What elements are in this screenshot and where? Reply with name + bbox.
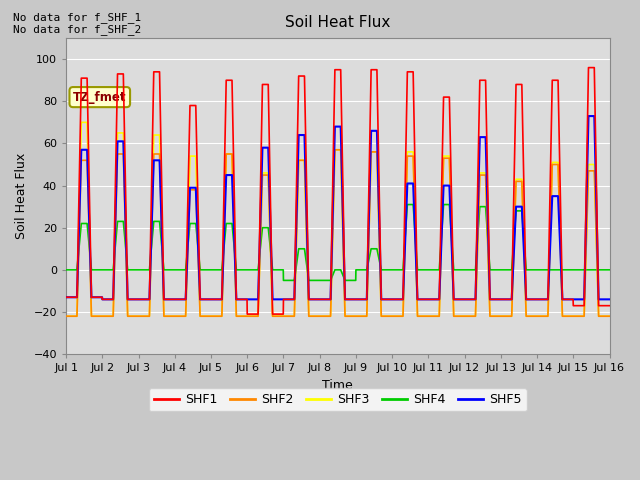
Legend: SHF1, SHF2, SHF3, SHF4, SHF5: SHF1, SHF2, SHF3, SHF4, SHF5 xyxy=(148,388,527,411)
SHF5 xyxy=(392,297,400,302)
SHF2 xyxy=(392,313,400,319)
SHF3 xyxy=(605,313,613,319)
SHF4 xyxy=(280,277,287,283)
Line: SHF5: SHF5 xyxy=(66,116,609,300)
SHF1 xyxy=(171,297,179,302)
Text: No data for f_SHF_2: No data for f_SHF_2 xyxy=(13,24,141,35)
SHF4 xyxy=(278,267,286,273)
SHF2 xyxy=(323,313,331,319)
Text: No data for f_SHF_1: No data for f_SHF_1 xyxy=(13,12,141,23)
Title: Soil Heat Flux: Soil Heat Flux xyxy=(285,15,390,30)
SHF1 xyxy=(585,65,593,71)
SHF4 xyxy=(62,267,70,273)
SHF1 xyxy=(243,297,250,302)
SHF4 xyxy=(323,277,331,283)
SHF5 xyxy=(581,258,589,264)
SHF5 xyxy=(62,294,70,300)
SHF4 xyxy=(243,267,250,273)
Line: SHF1: SHF1 xyxy=(66,68,609,314)
SHF2 xyxy=(278,313,286,319)
SHF4 xyxy=(403,202,411,207)
Text: TZ_fmet: TZ_fmet xyxy=(73,91,127,104)
SHF3 xyxy=(581,282,589,288)
SHF2 xyxy=(243,313,250,319)
SHF4 xyxy=(171,267,179,273)
SHF1 xyxy=(323,297,331,302)
SHF1 xyxy=(62,294,70,300)
SHF5 xyxy=(605,297,613,302)
Line: SHF2: SHF2 xyxy=(66,150,609,316)
SHF5 xyxy=(99,297,106,302)
SHF3 xyxy=(392,313,400,319)
SHF2 xyxy=(605,313,613,319)
SHF1 xyxy=(278,311,286,317)
SHF3 xyxy=(323,313,331,319)
SHF3 xyxy=(171,313,179,319)
SHF5 xyxy=(171,297,179,302)
SHF2 xyxy=(581,283,589,289)
SHF5 xyxy=(243,297,250,302)
SHF5 xyxy=(585,113,593,119)
Line: SHF4: SHF4 xyxy=(66,204,609,280)
SHF3 xyxy=(243,313,250,319)
SHF3 xyxy=(278,313,286,319)
X-axis label: Time: Time xyxy=(323,379,353,392)
Y-axis label: Soil Heat Flux: Soil Heat Flux xyxy=(15,153,28,239)
SHF1 xyxy=(605,303,613,309)
SHF2 xyxy=(62,313,70,319)
SHF5 xyxy=(278,297,286,302)
SHF3 xyxy=(77,120,85,125)
SHF1 xyxy=(243,311,251,317)
SHF2 xyxy=(171,313,179,319)
SHF3 xyxy=(62,313,70,319)
SHF1 xyxy=(392,297,400,302)
SHF4 xyxy=(605,267,613,273)
Line: SHF3: SHF3 xyxy=(66,122,609,316)
SHF4 xyxy=(392,267,400,273)
SHF2 xyxy=(331,147,339,153)
SHF4 xyxy=(581,267,589,273)
SHF1 xyxy=(581,253,589,259)
SHF5 xyxy=(323,297,331,302)
